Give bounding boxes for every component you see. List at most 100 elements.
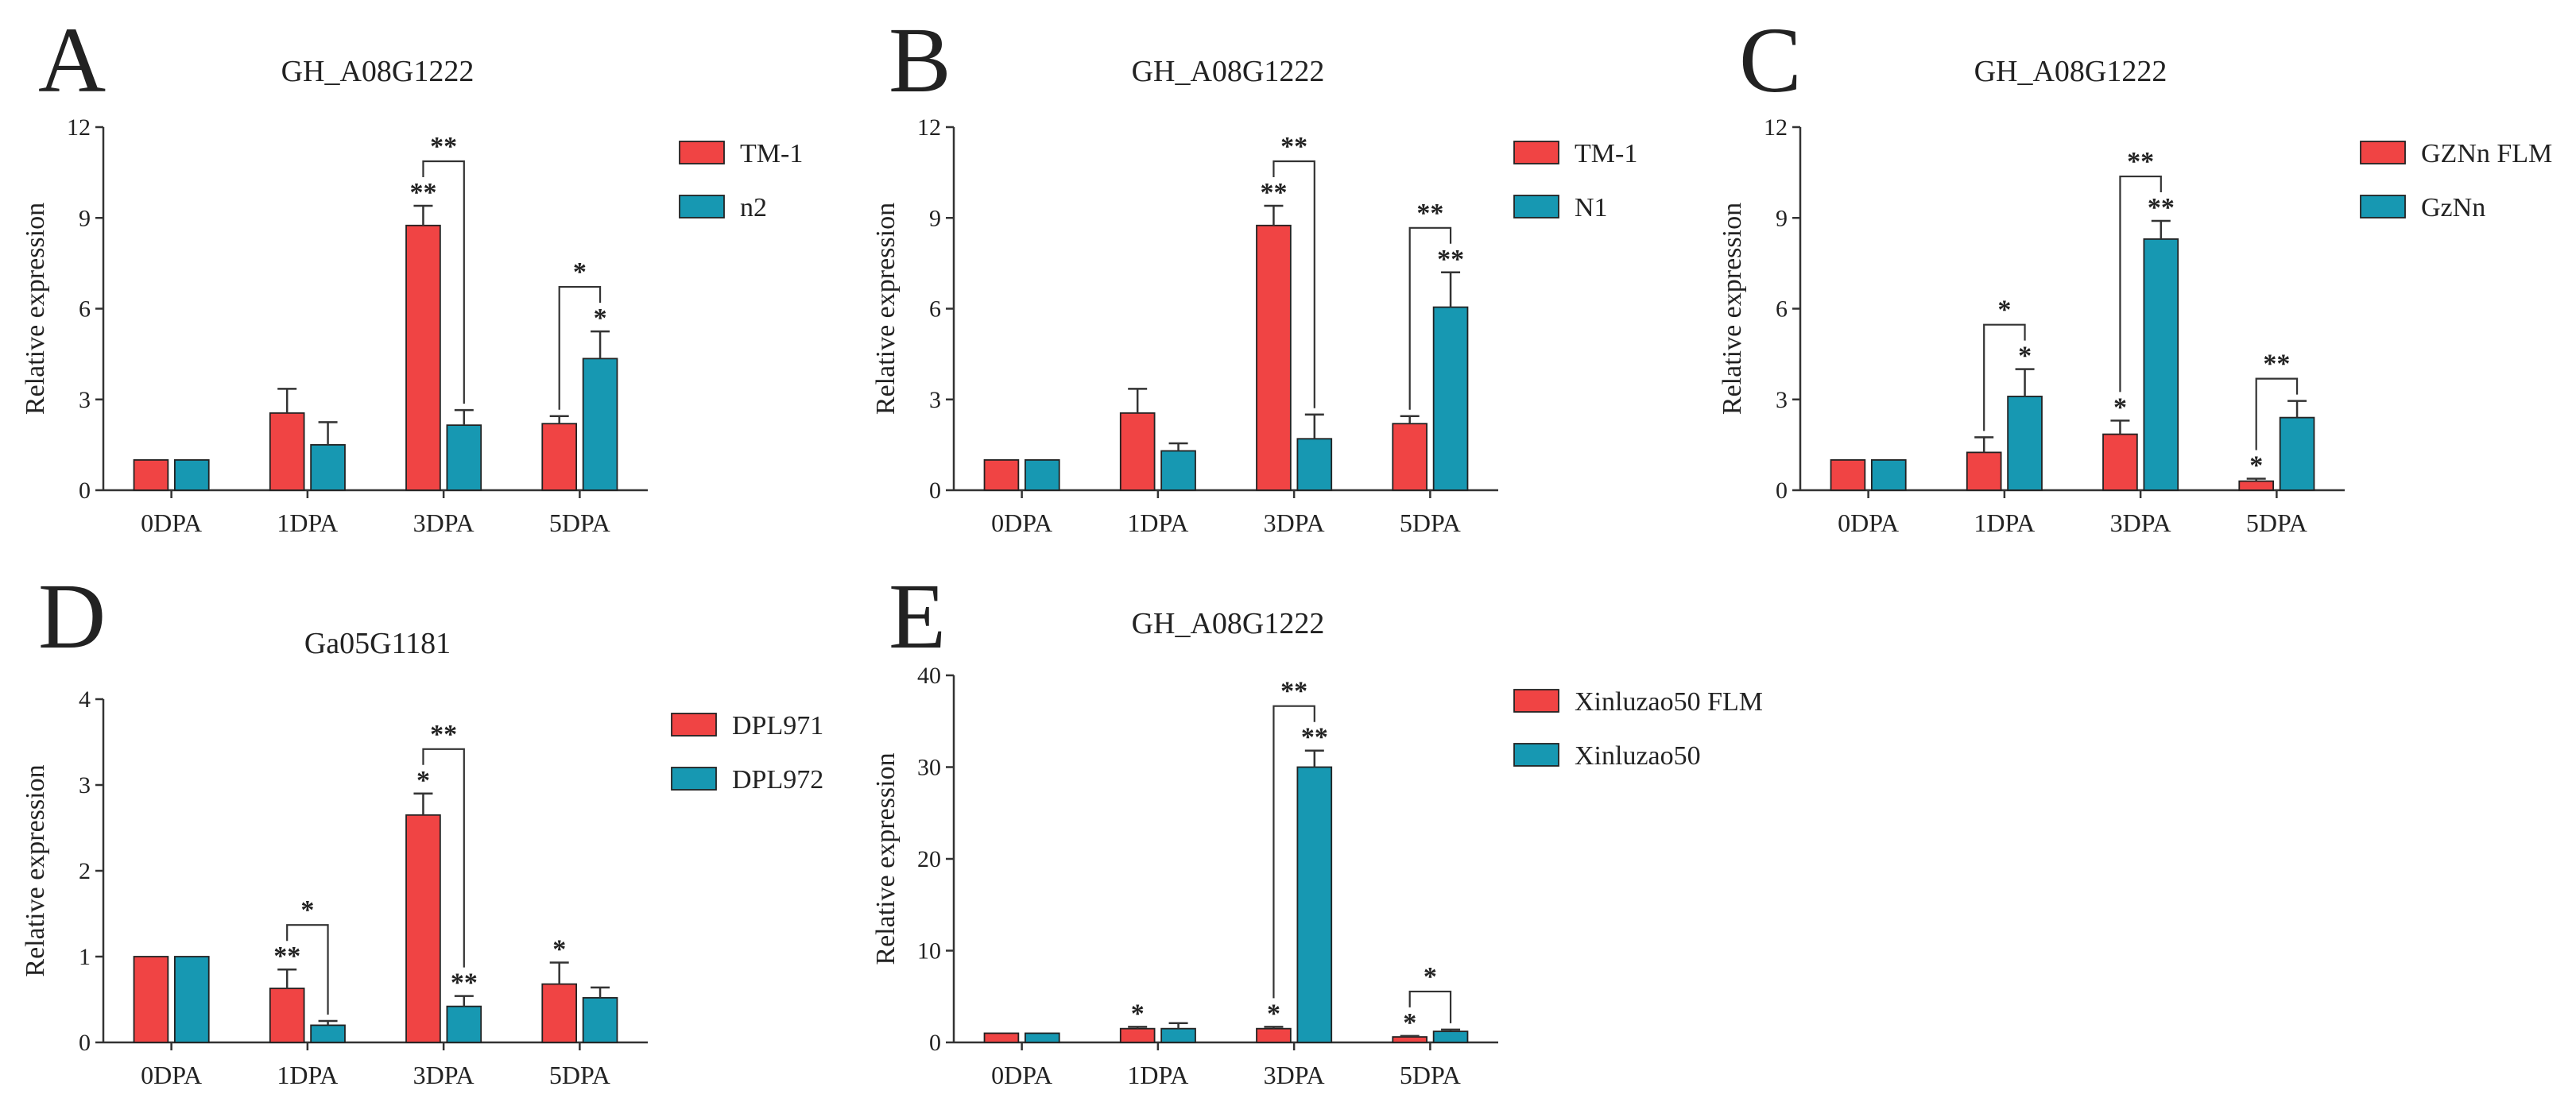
comparison-bracket — [1273, 160, 1315, 408]
significance-mark: * — [1131, 999, 1145, 1028]
x-tick-label: 0DPA — [141, 1061, 202, 1089]
y-tick-label: 12 — [67, 114, 91, 141]
legend-swatch — [1513, 141, 1559, 164]
y-tick-label: 9 — [1776, 205, 1788, 231]
significance-mark: ** — [451, 969, 478, 998]
bar-gznn — [2279, 416, 2315, 491]
x-tick-label: 3DPA — [413, 1061, 475, 1089]
legend-label: DPL971 — [732, 711, 823, 740]
y-tick-label: 12 — [917, 114, 941, 141]
bar-tm-1 — [983, 459, 1020, 491]
bar-n2 — [582, 358, 618, 491]
y-tick-label: 6 — [929, 296, 941, 323]
significance-mark: * — [2018, 342, 2032, 371]
bar-tm-1 — [1392, 423, 1427, 491]
bar-gznn — [2007, 396, 2043, 491]
y-tick-label: 0 — [929, 478, 941, 504]
legend-label: Xinluzao50 FLM — [1575, 687, 1763, 717]
panel-e: E GH_A08G1222 Relative expression 0 10 20 30 40… — [871, 564, 1763, 1089]
comparison-bracket — [1408, 226, 1452, 410]
bar-tm-1 — [1256, 224, 1292, 491]
legend-swatch — [1513, 743, 1559, 767]
significance-mark: ** — [1301, 723, 1328, 752]
legend-swatch — [671, 713, 717, 737]
legend-label: n2 — [740, 193, 767, 222]
y-axis-label: Relative expression — [1718, 203, 1747, 415]
bar-dpl971 — [541, 983, 577, 1043]
y-axis-label: Relative expression — [871, 752, 901, 965]
chart-title: GH_A08G1222 — [281, 55, 475, 88]
significance-mark: * — [594, 304, 607, 333]
comparison-bracket — [1983, 323, 2026, 431]
bar-gznn-flm — [1966, 451, 2002, 491]
bar-xinluzao50 — [1025, 1032, 1060, 1043]
bracket-significance-mark: * — [1424, 962, 1437, 992]
bar-xinluzao50-flm — [983, 1032, 1020, 1043]
bar-gznn — [1871, 459, 1907, 491]
y-tick-label: 9 — [79, 205, 91, 231]
bar-gznn-flm — [1830, 459, 1866, 491]
bracket-significance-mark: ** — [2263, 350, 2290, 379]
panel-letter: E — [889, 564, 946, 668]
y-axis-label: Relative expression — [871, 203, 901, 415]
significance-mark: * — [552, 935, 566, 965]
significance-mark: ** — [1260, 178, 1287, 207]
legend-swatch — [2360, 195, 2406, 218]
bar-tm-1 — [405, 224, 441, 491]
bar-gznn-flm — [2102, 433, 2138, 491]
bracket-significance-mark: ** — [2127, 147, 2154, 176]
y-tick-label: 3 — [79, 387, 91, 413]
comparison-bracket — [2255, 377, 2299, 450]
y-axis-label: Relative expression — [21, 764, 50, 976]
y-tick-label: 0 — [79, 1030, 91, 1056]
panel-letter: B — [889, 8, 951, 112]
legend-swatch — [679, 141, 725, 164]
x-tick-label: 3DPA — [413, 508, 475, 537]
x-tick-label: 5DPA — [2246, 508, 2307, 537]
significance-mark: ** — [273, 942, 300, 971]
bar-tm-1 — [133, 459, 169, 491]
panel-d: D Ga05G1181 Relative expression 0 1 2 3 4 0DPA 1D… — [21, 564, 823, 1089]
y-tick-label: 0 — [79, 478, 91, 504]
bar-tm-1 — [1119, 412, 1156, 491]
legend-swatch — [1513, 195, 1559, 218]
comparison-bracket — [558, 285, 602, 410]
bracket-significance-mark: ** — [1280, 677, 1307, 706]
bracket-significance-mark: * — [300, 895, 314, 925]
x-tick-label: 5DPA — [1400, 1061, 1461, 1089]
bar-gznn-flm — [2238, 480, 2274, 491]
bar-dpl972 — [582, 996, 618, 1043]
bracket-significance-mark: ** — [430, 132, 457, 161]
comparison-bracket — [286, 924, 329, 1015]
bar-n1 — [1296, 438, 1333, 491]
bracket-significance-mark: * — [573, 257, 587, 287]
significance-mark: * — [1403, 1008, 1416, 1038]
bar-gznn — [2143, 238, 2179, 491]
bar-n1 — [1432, 306, 1469, 491]
bracket-significance-mark: * — [1997, 296, 2011, 325]
legend-label: N1 — [1575, 193, 1608, 222]
y-tick-label: 12 — [1764, 114, 1788, 141]
x-tick-label: 3DPA — [2110, 508, 2171, 537]
bar-dpl972 — [174, 956, 210, 1043]
chart-title: Ga05G1181 — [304, 627, 451, 660]
chart-title: GH_A08G1222 — [1132, 607, 1325, 640]
y-tick-label: 0 — [929, 1030, 941, 1056]
comparison-bracket — [422, 748, 465, 968]
y-tick-label: 20 — [917, 846, 941, 872]
y-axis-label: Relative expression — [21, 203, 50, 415]
x-tick-label: 5DPA — [549, 508, 610, 537]
x-tick-label: 1DPA — [277, 1061, 338, 1089]
x-tick-label: 0DPA — [991, 508, 1052, 537]
significance-mark: * — [2249, 451, 2263, 481]
chart-title: GH_A08G1222 — [1974, 55, 2167, 88]
bar-n2 — [310, 443, 346, 491]
x-tick-label: 0DPA — [1838, 508, 1899, 537]
bar-n2 — [174, 459, 210, 491]
x-tick-label: 5DPA — [1400, 508, 1461, 537]
bracket-significance-mark: ** — [1280, 132, 1307, 161]
bar-xinluzao50 — [1432, 1030, 1469, 1043]
bar-dpl971 — [133, 956, 169, 1043]
y-tick-label: 3 — [79, 772, 91, 798]
